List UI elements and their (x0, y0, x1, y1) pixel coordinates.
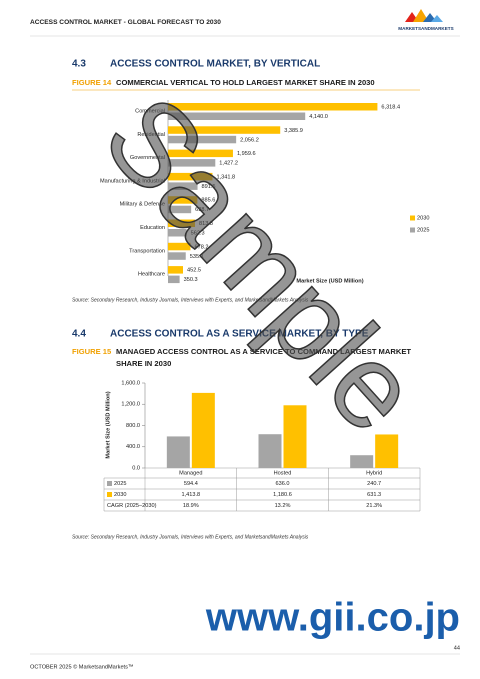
table-cell: 636.0 (276, 481, 290, 487)
legend-swatch (410, 215, 415, 221)
category-label: Hybrid (366, 470, 382, 476)
value-label: 813.8 (199, 221, 213, 227)
legend-swatch (410, 227, 415, 233)
table-cell: 240.7 (367, 481, 381, 487)
value-label: 350.3 (184, 277, 198, 283)
bar (375, 434, 399, 468)
legend-swatch (107, 492, 112, 497)
table-row-label: CAGR (2025–2030) (107, 503, 157, 509)
y-tick-label: 400.0 (126, 444, 140, 450)
header-title: ACCESS CONTROL MARKET - GLOBAL FORECAST … (30, 19, 221, 26)
bar (168, 112, 306, 120)
category-label: Managed (179, 470, 202, 476)
figure-title: MANAGED ACCESS CONTROL AS A SERVICE TO C… (116, 347, 411, 356)
legend-label: 2030 (417, 215, 429, 221)
bar (168, 275, 180, 284)
category-label: Commercial (135, 108, 165, 114)
y-tick-label: 1,200.0 (121, 402, 140, 408)
bar (168, 103, 378, 111)
value-label: 6,318.4 (381, 104, 400, 110)
value-label: 885.6 (201, 198, 215, 204)
value-label: 4,140.0 (309, 114, 328, 120)
table-cell: 1,180.6 (273, 492, 292, 498)
bar (168, 135, 237, 144)
bar (166, 436, 190, 468)
bar (168, 219, 195, 227)
bar (168, 266, 183, 274)
source: Source: Secondary Research, Industry Jou… (72, 297, 309, 303)
category-label: Residential (137, 132, 165, 138)
figure-label: FIGURE 15 (72, 347, 112, 356)
logo (405, 9, 443, 22)
bar (168, 126, 281, 134)
y-tick-label: 1,600.0 (121, 380, 140, 386)
legend-label: 2025 (417, 227, 429, 233)
bar (168, 182, 198, 190)
category-label: Hosted (274, 470, 292, 476)
value-label: 1,959.6 (237, 151, 256, 157)
legend-label: 2025 (114, 481, 126, 487)
value-label: 535.1 (190, 254, 204, 260)
value-label: 678.2 (194, 244, 208, 250)
bar (168, 172, 213, 181)
bar (283, 405, 307, 468)
figure-label: FIGURE 14 (72, 78, 112, 87)
category-label: Education (140, 225, 165, 231)
y-tick-label: 800.0 (126, 423, 140, 429)
value-label: 1,341.8 (216, 174, 235, 180)
section-number: 4.3 (72, 59, 86, 70)
value-label: 698.7 (195, 207, 209, 213)
section-title: ACCESS CONTROL MARKET, BY VERTICAL (110, 59, 320, 70)
bar (258, 434, 282, 468)
value-label: 1,427.2 (219, 161, 238, 167)
page-number: 44 (454, 645, 460, 651)
y-tick-label: 0.0 (132, 465, 140, 471)
source: Source: Secondary Research, Industry Jou… (72, 534, 309, 540)
value-label: 3,385.9 (284, 128, 303, 134)
category-label: Manufacturing & Industrial (100, 178, 165, 184)
table-cell: 594.4 (184, 481, 198, 487)
table-cell: 631.3 (367, 492, 381, 498)
logo-text: MARKETSANDMARKETS (398, 26, 453, 31)
footer-text: OCTOBER 2025 © MarketsandMarkets™ (30, 663, 134, 670)
value-label: 562.3 (191, 230, 205, 236)
section-number: 4.4 (72, 329, 86, 340)
bar (168, 252, 186, 260)
bar (168, 196, 198, 204)
table-cell: 13.2% (275, 503, 291, 509)
figure-title: SHARE IN 2030 (116, 359, 171, 368)
category-label: Healthcare (138, 272, 165, 278)
section-title: ACCESS CONTROL AS A SERVICE MARKET, BY T… (110, 329, 369, 340)
logo-shape (413, 9, 429, 22)
value-label: 452.5 (187, 268, 201, 274)
value-label: 891.5 (202, 184, 216, 190)
watermark-url: www.gii.co.jp (205, 596, 460, 640)
value-label: 2,056.2 (240, 137, 259, 143)
y-axis-label: Market Size (USD Million) (105, 391, 111, 458)
charts: Commercial 6,318.4 4,140.0 Residential 3,385… (100, 100, 429, 512)
bar (350, 455, 374, 468)
category-label: Governmental (130, 155, 165, 161)
logo-shape (431, 15, 443, 22)
bar (168, 205, 192, 214)
legend-swatch (107, 481, 112, 486)
table-cell: 18.9% (183, 503, 199, 509)
bar (191, 392, 215, 468)
table-cell: 21.3% (366, 503, 382, 509)
table-cell: 1,413.8 (181, 492, 200, 498)
bar (168, 229, 187, 237)
bar (168, 159, 216, 167)
category-label: Military & Defense (120, 202, 165, 208)
bar (168, 242, 191, 251)
category-label: Transportation (129, 248, 165, 254)
bar (168, 149, 233, 158)
figure-title: COMMERCIAL VERTICAL TO HOLD LARGEST MARK… (116, 78, 375, 87)
x-axis-label: Market Size (USD Million) (296, 278, 363, 284)
legend-label: 2030 (114, 492, 126, 498)
